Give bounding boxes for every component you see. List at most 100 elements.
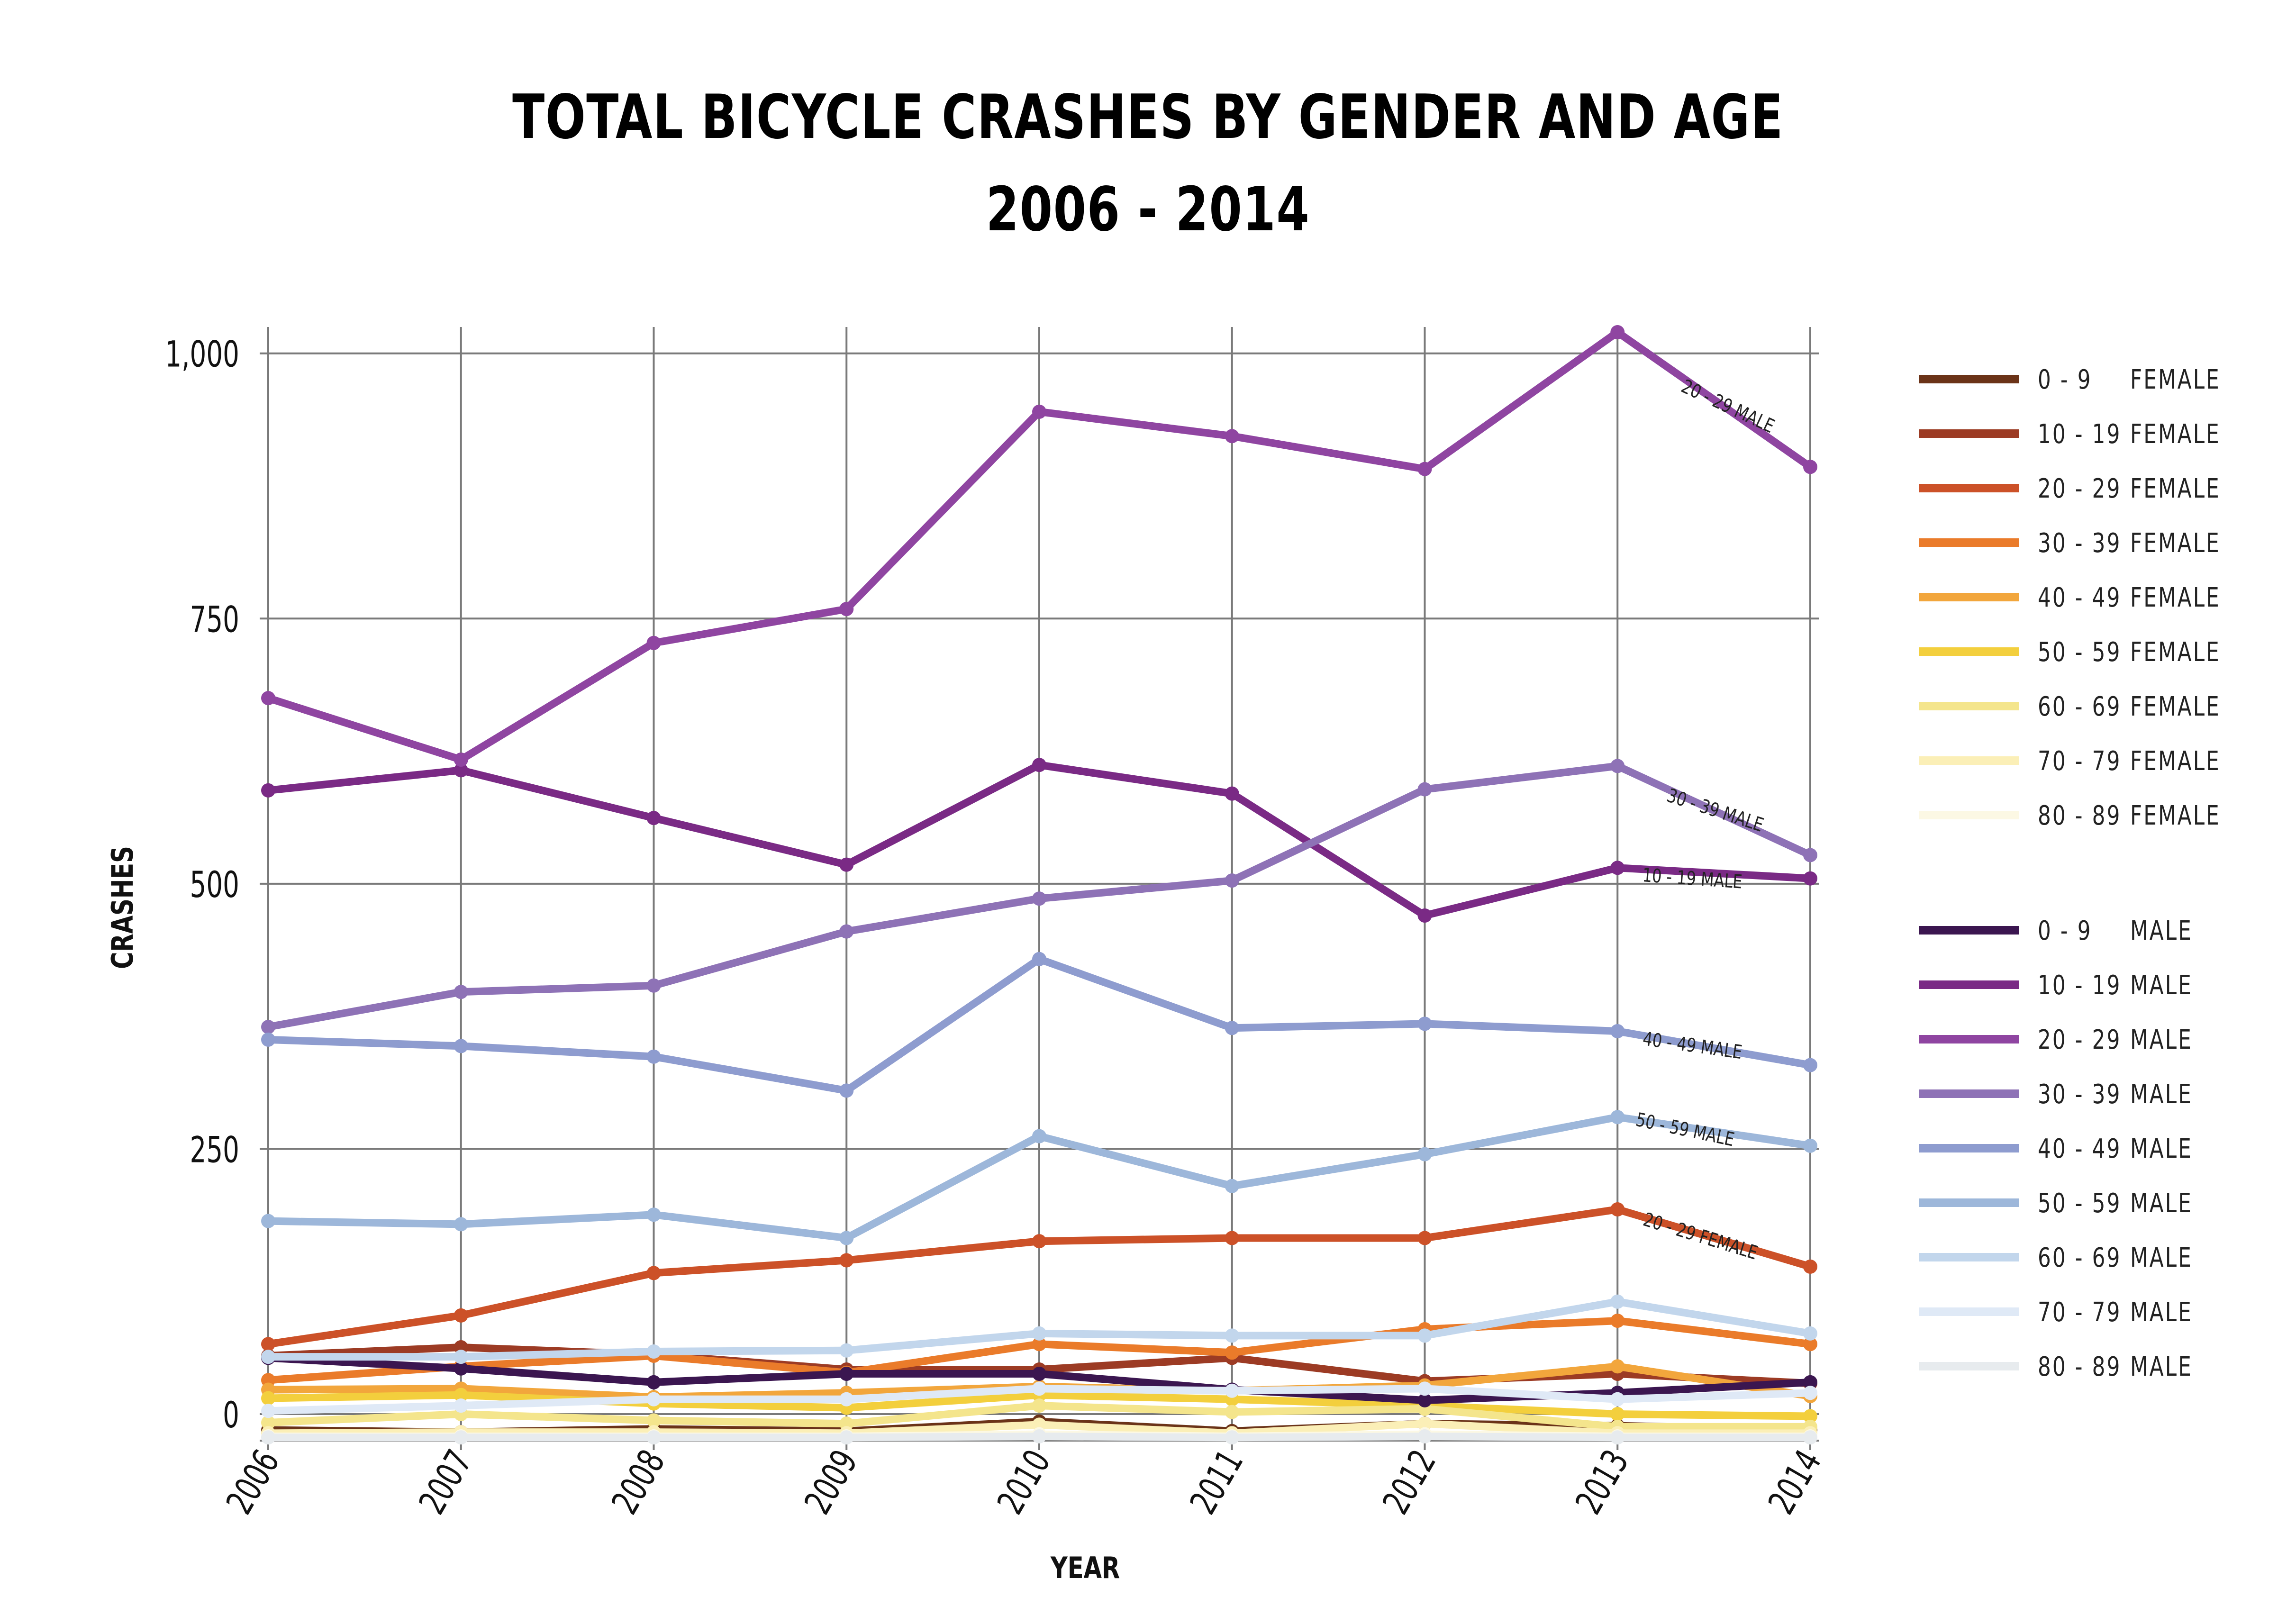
data-point bbox=[454, 1350, 468, 1364]
data-point bbox=[1225, 1328, 1239, 1343]
legend-gender-label: MALE bbox=[2130, 915, 2193, 946]
data-point bbox=[1225, 1021, 1239, 1035]
data-point bbox=[1417, 1231, 1432, 1245]
legend-gender-label: FEMALE bbox=[2130, 473, 2221, 504]
legend-item-80-89-female: 80 - 89 FEMALE bbox=[1919, 800, 2219, 831]
data-point bbox=[1032, 952, 1046, 966]
legend-age-label: 50 - 59 bbox=[2038, 1188, 2121, 1219]
series-annotations: 20 - 29 MALE 30 - 39 MALE 10 - 19 MALE 40 -… bbox=[1634, 375, 1778, 1264]
legend-age-label: 0 - 9 bbox=[2038, 364, 2092, 395]
data-point bbox=[1610, 1430, 1625, 1445]
x-tick-label: 2012 bbox=[1375, 1443, 1444, 1521]
chart-subtitle: 2006 - 2014 bbox=[986, 174, 1310, 245]
data-point bbox=[1803, 1375, 1817, 1389]
legend-age-label: 70 - 79 bbox=[2038, 745, 2121, 777]
x-tick-label: 2008 bbox=[604, 1443, 673, 1521]
data-point bbox=[454, 753, 468, 767]
data-point bbox=[1803, 460, 1817, 474]
legend-age-label: 0 - 9 bbox=[2038, 915, 2092, 946]
legend-gender-label: MALE bbox=[2130, 1024, 2193, 1055]
data-point bbox=[1225, 1345, 1239, 1360]
data-point bbox=[646, 1430, 661, 1445]
legend-age-label: 50 - 59 bbox=[2038, 636, 2121, 668]
series-80-89-male bbox=[261, 1429, 1817, 1445]
data-point bbox=[1803, 1337, 1817, 1352]
data-point bbox=[1032, 1326, 1046, 1341]
series-annotation: 50 - 59 MALE bbox=[1634, 1108, 1736, 1151]
data-point bbox=[1803, 1326, 1817, 1341]
legend-item-40-49-female: 40 - 49 FEMALE bbox=[1919, 582, 2219, 613]
legend-item-50-59-female: 50 - 59 FEMALE bbox=[1919, 636, 2221, 668]
data-point bbox=[1803, 1409, 1817, 1424]
legend-gender-label: MALE bbox=[2130, 1297, 2193, 1328]
legend-age-label: 40 - 49 bbox=[2038, 582, 2121, 613]
data-point bbox=[1417, 782, 1432, 797]
data-point bbox=[1225, 786, 1239, 801]
legend: 0 - 9 FEMALE 10 - 19 FEMALE 20 - 29 FEMALE 30 … bbox=[1919, 364, 2221, 1382]
data-point bbox=[1032, 1234, 1046, 1249]
data-point bbox=[1803, 848, 1817, 862]
data-point bbox=[1610, 325, 1625, 339]
data-point bbox=[454, 763, 468, 778]
data-point bbox=[646, 1344, 661, 1359]
y-tick-label: 1,000 bbox=[165, 334, 239, 375]
data-point bbox=[261, 1020, 275, 1034]
y-tick-label: 500 bbox=[190, 864, 239, 906]
data-point bbox=[454, 1398, 468, 1413]
series-annotation: 10 - 19 MALE bbox=[1642, 864, 1743, 893]
legend-age-label: 40 - 49 bbox=[2038, 1133, 2121, 1164]
data-point bbox=[261, 1350, 275, 1364]
data-point bbox=[646, 1375, 661, 1389]
legend-item-20-29-female: 20 - 29 FEMALE bbox=[1919, 473, 2221, 504]
data-point bbox=[261, 691, 275, 706]
series-10-19-male bbox=[261, 758, 1817, 923]
data-point bbox=[261, 1404, 275, 1418]
legend-item-10-19-female: 10 - 19 FEMALE bbox=[1919, 418, 2219, 449]
legend-gender-label: MALE bbox=[2130, 1188, 2193, 1219]
data-point bbox=[261, 1214, 275, 1228]
data-point bbox=[261, 1430, 275, 1445]
data-point bbox=[839, 1083, 854, 1098]
data-point bbox=[1032, 1366, 1046, 1381]
legend-gender-label: MALE bbox=[2130, 1079, 2193, 1110]
x-tick-label: 2011 bbox=[1182, 1443, 1251, 1521]
y-tick-label: 250 bbox=[190, 1129, 239, 1171]
data-point bbox=[1803, 1430, 1817, 1445]
data-point bbox=[839, 924, 854, 939]
legend-gender-label: MALE bbox=[2130, 1242, 2193, 1273]
x-tick-label: 2013 bbox=[1568, 1443, 1637, 1521]
data-point bbox=[1032, 1381, 1046, 1396]
data-point bbox=[454, 1430, 468, 1445]
data-point bbox=[261, 1391, 275, 1406]
data-point bbox=[1225, 1383, 1239, 1398]
data-point bbox=[646, 978, 661, 993]
legend-item-80-89-male: 80 - 89 MALE bbox=[1919, 1351, 2191, 1382]
data-point bbox=[839, 1392, 854, 1406]
data-point bbox=[1803, 1138, 1817, 1153]
x-tick-label: 2007 bbox=[411, 1443, 480, 1521]
data-point bbox=[646, 1392, 661, 1406]
data-point bbox=[1417, 1393, 1432, 1407]
data-point bbox=[1417, 1416, 1432, 1431]
legend-gender-label: FEMALE bbox=[2130, 636, 2221, 668]
data-point bbox=[1610, 759, 1625, 773]
data-point bbox=[839, 1231, 854, 1245]
legend-age-label: 80 - 89 bbox=[2038, 1351, 2121, 1382]
data-point bbox=[1417, 1147, 1432, 1161]
data-point bbox=[454, 1308, 468, 1323]
data-point bbox=[261, 783, 275, 798]
legend-gender-label: FEMALE bbox=[2130, 745, 2221, 777]
data-point bbox=[454, 1039, 468, 1053]
data-point bbox=[1417, 1429, 1432, 1444]
legend-item-30-39-male: 30 - 39 MALE bbox=[1919, 1079, 2193, 1110]
data-point bbox=[1803, 1058, 1817, 1072]
data-point bbox=[839, 1366, 854, 1381]
series-20-29-male bbox=[261, 325, 1817, 767]
data-point bbox=[839, 1430, 854, 1445]
data-point bbox=[1032, 758, 1046, 772]
data-point bbox=[1610, 1392, 1625, 1406]
data-point bbox=[261, 1032, 275, 1047]
data-point bbox=[1032, 1337, 1046, 1352]
data-point bbox=[454, 985, 468, 999]
legend-item-10-19-male: 10 - 19 MALE bbox=[1919, 970, 2191, 1000]
